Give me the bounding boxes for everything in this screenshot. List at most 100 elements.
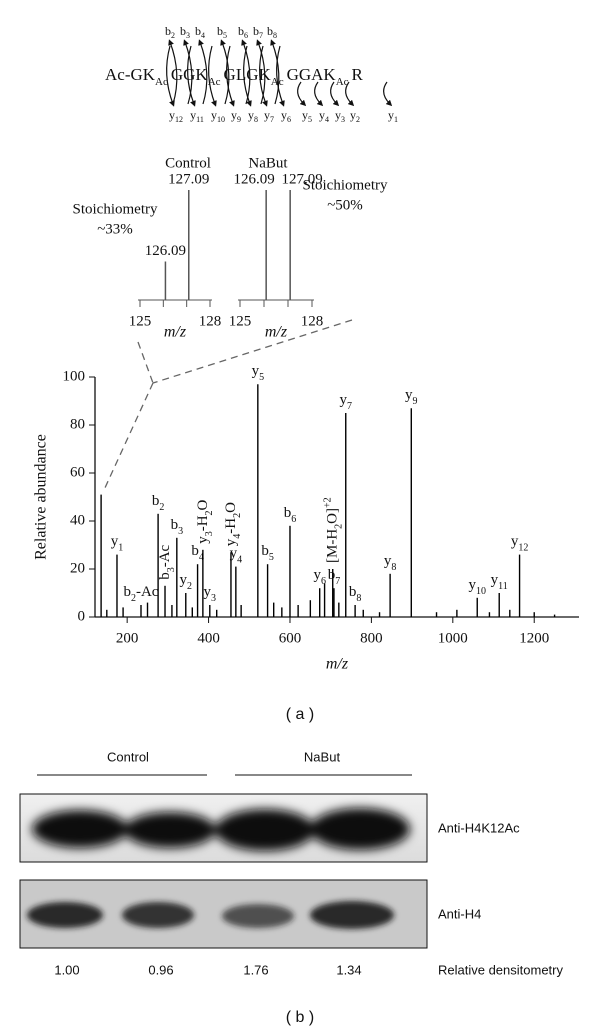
text-part: O	[223, 502, 239, 513]
fragment-arrow	[226, 45, 235, 107]
text-part: 2	[232, 513, 243, 518]
text-part: y	[384, 553, 392, 569]
fragment-arrow	[259, 45, 268, 107]
group-label: NaBut	[304, 749, 341, 764]
peak-label: b6	[284, 505, 297, 524]
text-part: 5	[259, 372, 264, 383]
x-tick-label: 600	[279, 630, 302, 646]
peak-label: y11	[491, 572, 508, 591]
text-part: 2	[356, 115, 360, 124]
text-part: y	[491, 572, 499, 588]
text-part: b	[217, 24, 223, 38]
y-ion-label: y9	[231, 108, 241, 125]
peak-label: 126.09	[145, 243, 186, 259]
x-axis-label: m/z	[326, 656, 349, 673]
residue: Ac	[208, 76, 221, 88]
text-part: +2	[323, 497, 334, 508]
fragment-arrow	[270, 39, 280, 105]
text-part: 2	[187, 581, 192, 592]
text-part: 4	[232, 534, 243, 539]
text-part: y	[264, 108, 270, 122]
text-part: 11	[196, 115, 204, 124]
text-part: y	[340, 392, 348, 408]
peak-label: [M-H2O]+2	[323, 497, 345, 563]
text-part: b	[180, 24, 186, 38]
text-part: 8	[254, 115, 258, 124]
peak-label: y12	[511, 534, 529, 553]
y-tick-label: 0	[78, 608, 86, 624]
text-part: y	[281, 108, 287, 122]
text-part: 5	[308, 115, 312, 124]
x-tick-label: 400	[197, 630, 220, 646]
text-part: b	[191, 544, 199, 560]
zoom-lines	[103, 319, 353, 491]
text-part: b	[238, 24, 244, 38]
y-ion-label: y10	[211, 108, 225, 125]
peak-label: 127.09	[168, 171, 209, 187]
peak-label: b5	[261, 544, 274, 563]
text-part: 2	[159, 502, 164, 513]
fragment-arrow	[256, 39, 266, 105]
peak-label: b2-Ac	[123, 584, 158, 603]
b-ion-label: b4	[195, 24, 205, 41]
text-part: y	[302, 108, 308, 122]
peak-label: y3	[204, 584, 217, 603]
text-part: 4	[201, 31, 205, 40]
text-part: b	[195, 24, 201, 38]
y-ion-label: y11	[190, 108, 204, 125]
densitometry-value: 1.00	[54, 962, 79, 977]
caption: ( a )	[286, 706, 314, 723]
text-part: y	[204, 584, 212, 600]
text-part: 2	[171, 31, 175, 40]
b-ion-label: b2	[165, 24, 175, 41]
b-ion-label: b6	[238, 24, 248, 41]
peak-label: y1	[111, 534, 124, 553]
x-tick-label: 125	[129, 313, 152, 329]
text-part: y	[248, 108, 254, 122]
y-ion-label: y12	[169, 108, 183, 125]
text-part: y	[111, 534, 119, 550]
text-part: 3	[178, 526, 183, 537]
fragment-arrow	[330, 81, 340, 107]
text-part: 12	[518, 542, 528, 553]
annotation: Stoichiometry	[73, 201, 158, 217]
text-part: b	[171, 517, 179, 533]
x-tick-label: 125	[229, 313, 252, 329]
text-part: 9	[237, 115, 241, 124]
text-part: b	[267, 24, 273, 38]
caption: ( b )	[286, 1009, 314, 1026]
residue: Ac	[155, 76, 168, 88]
annotation: Stoichiometry	[303, 177, 388, 193]
peptide-diagram: Ac-GKAc GGKAc GLGKAc GGAKAc Rb2 b3 b4 b5 b6 b7 b8y…	[105, 24, 398, 125]
densitometry-value: 1.34	[336, 962, 361, 977]
text-part: -Ac	[136, 584, 159, 600]
fragment-arrow	[220, 39, 230, 105]
fragment-arrow	[314, 81, 324, 107]
residue: GGAK	[287, 65, 337, 84]
text-part: 6	[244, 31, 248, 40]
text-part: 12	[175, 115, 183, 124]
text-part: 3	[204, 531, 215, 536]
y-ion-label: y3	[335, 108, 345, 125]
peak-label: b3-Ac	[157, 544, 176, 579]
fragment-arrow	[297, 81, 307, 107]
text-part: 3	[341, 115, 345, 124]
peak-label: y7	[340, 392, 353, 411]
x-tick-label: 200	[116, 630, 139, 646]
text-part: y	[169, 108, 175, 122]
chart-title: Control	[165, 155, 211, 171]
peak-label: y4-H2O	[223, 502, 242, 546]
fragment-arrow	[166, 45, 175, 107]
text-part: 2	[204, 510, 215, 515]
text-part: y	[313, 568, 321, 584]
text-part: -H	[195, 515, 211, 531]
text-part: 1	[118, 542, 123, 553]
text-part: 8	[356, 593, 361, 604]
text-part: b	[349, 584, 357, 600]
x-tick-label: 800	[360, 630, 383, 646]
text-part: y	[388, 108, 394, 122]
text-part: 8	[391, 562, 396, 573]
text-part: y	[211, 108, 217, 122]
x-tick-label: 128	[199, 313, 222, 329]
text-part: b	[157, 572, 173, 580]
